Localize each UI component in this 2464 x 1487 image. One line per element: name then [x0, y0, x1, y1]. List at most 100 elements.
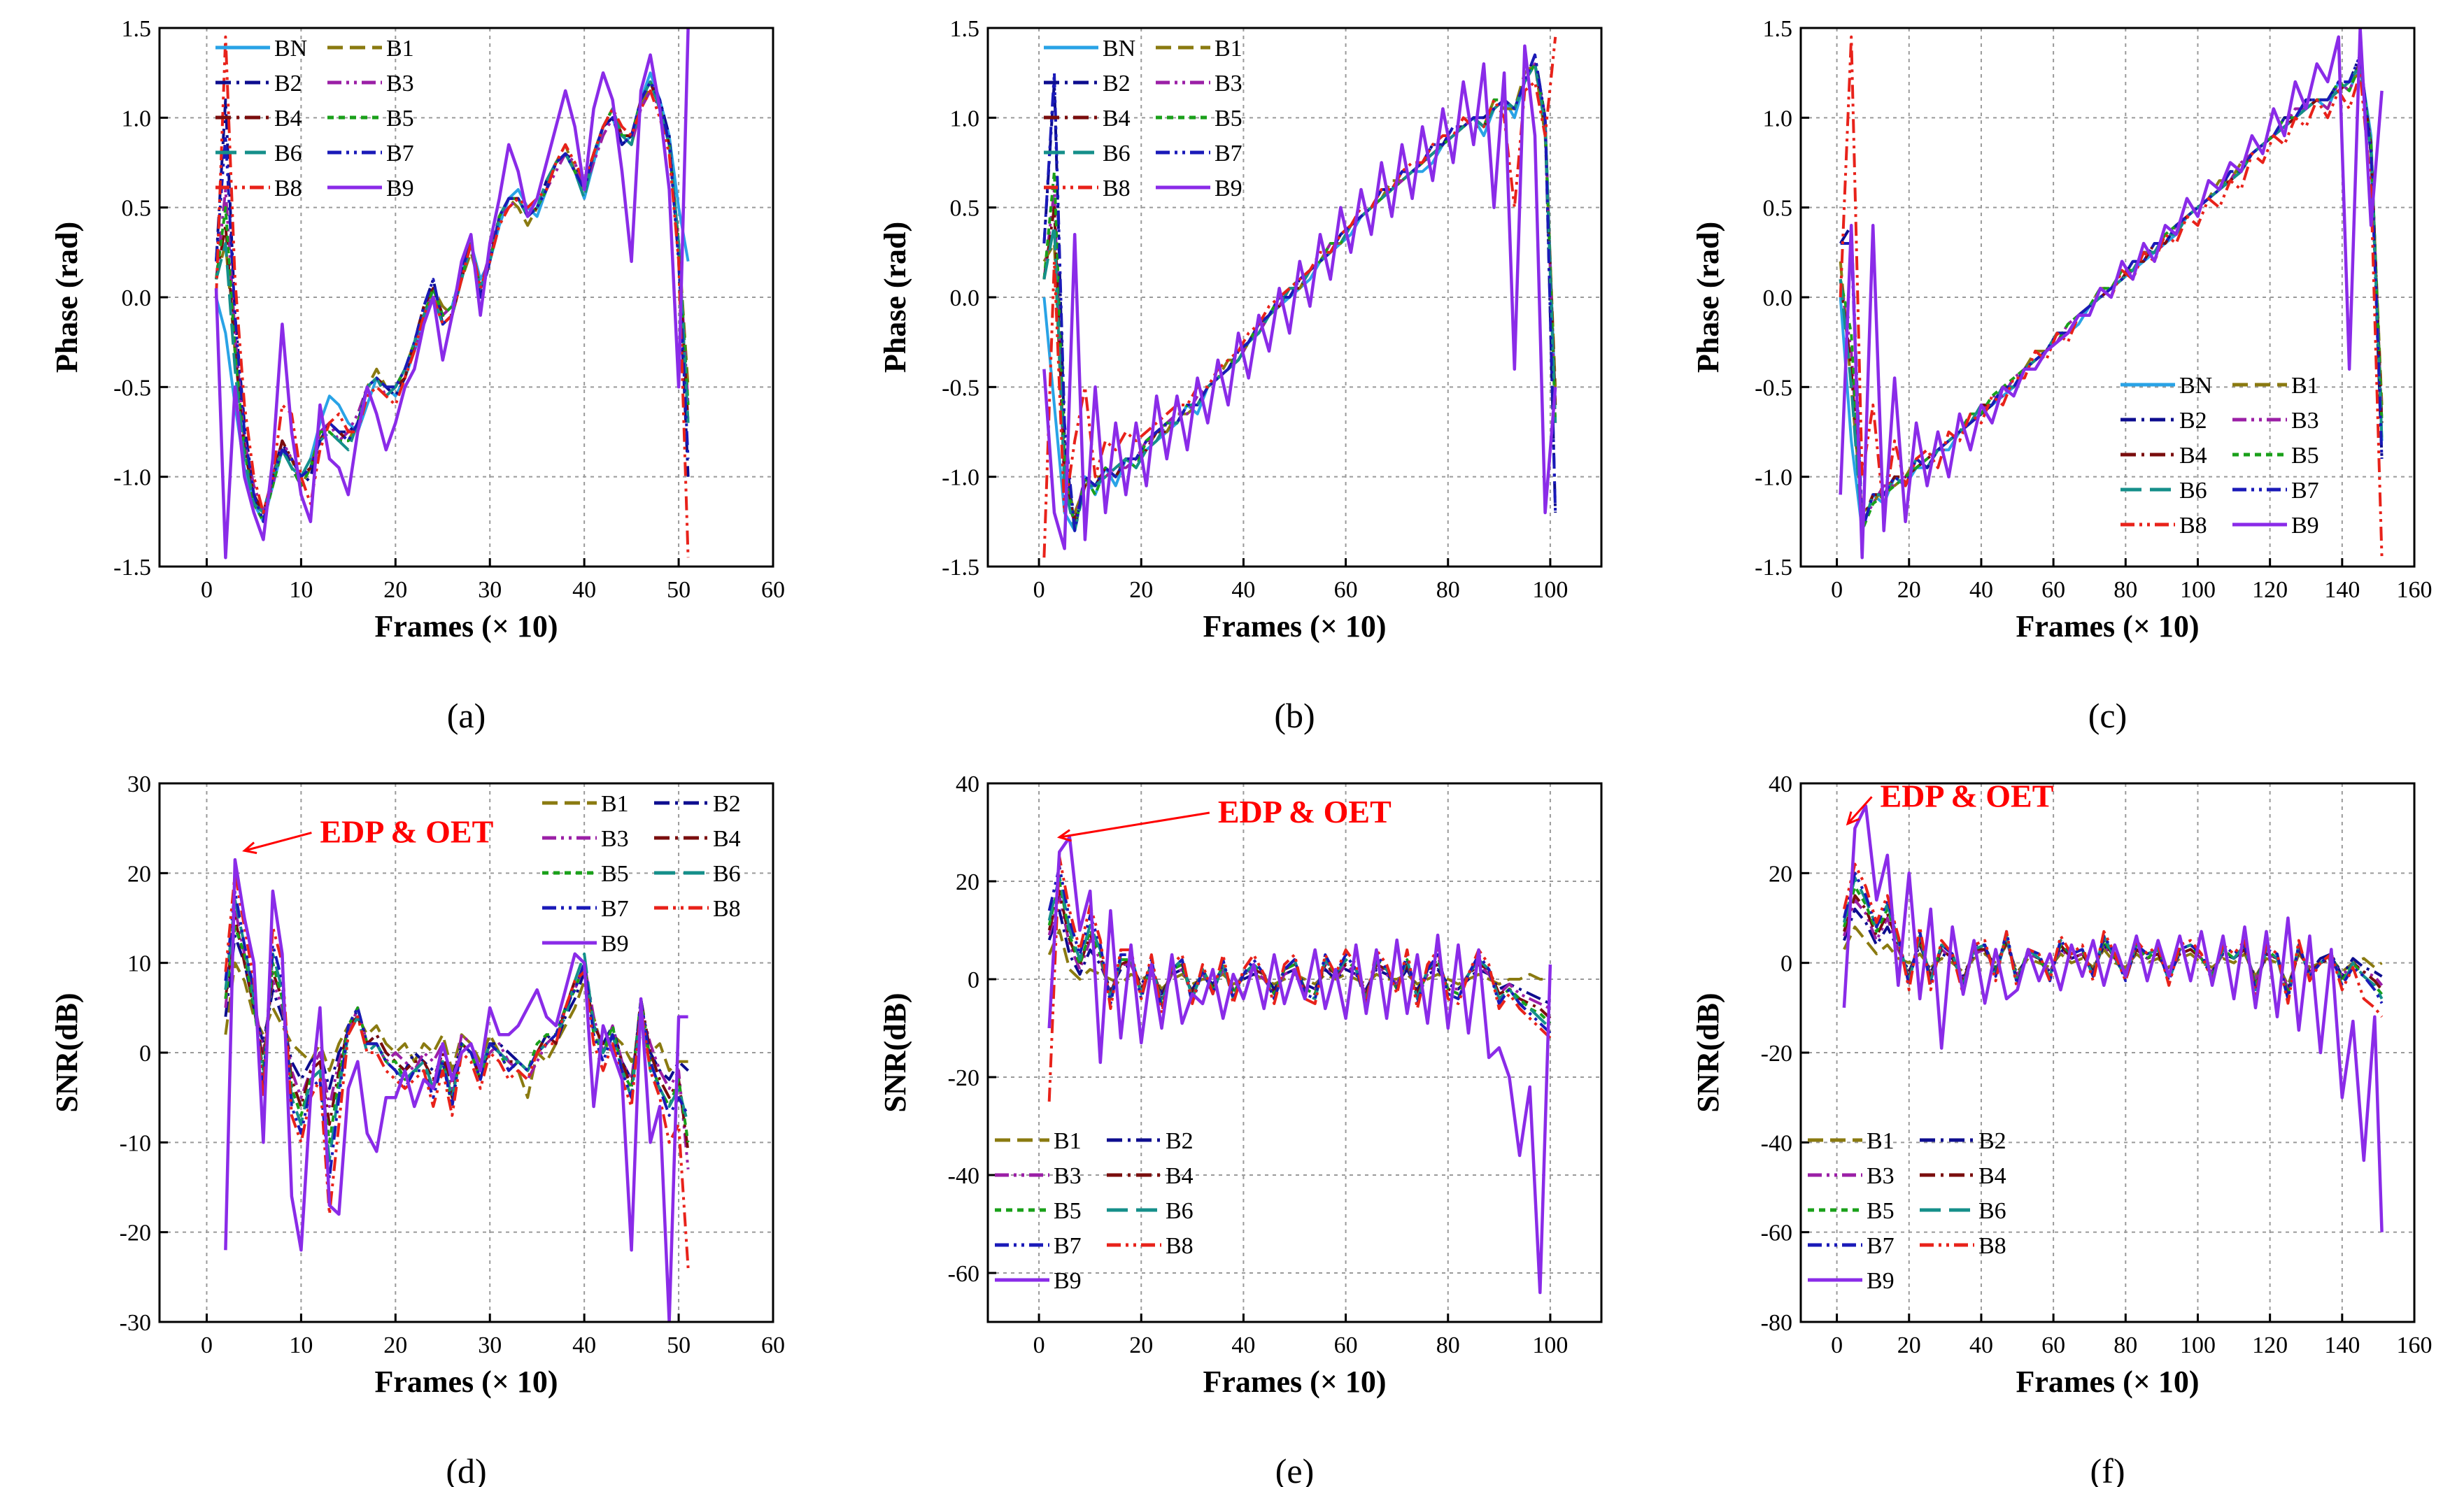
x-tick-label: 0: [1831, 1332, 1843, 1358]
legend-label-b7: B7: [1867, 1233, 1895, 1259]
y-tick-label: 1.0: [122, 106, 152, 131]
legend-label-b1: B1: [1215, 36, 1242, 62]
y-tick-label: 40: [1769, 771, 1792, 797]
legend-label-b7: B7: [1054, 1233, 1082, 1259]
annotation-arrow: [1059, 811, 1210, 839]
x-axis-title: Frames (× 10): [1203, 609, 1386, 643]
legend-label-b6: B6: [1103, 141, 1131, 166]
legend-label-bn: BN: [274, 36, 307, 62]
legend: BN B1 B2 B3 B4 B5 B6 B7 B8 B9: [215, 36, 414, 201]
x-tick-label: 20: [383, 577, 407, 603]
y-axis-title: SNR(dB): [878, 992, 912, 1112]
x-tick-label: 100: [1532, 1332, 1568, 1358]
x-tick-label: 60: [761, 577, 785, 603]
legend-label-b4: B4: [1166, 1163, 1194, 1189]
panel-caption: (d): [446, 1451, 486, 1487]
y-tick-label: -10: [120, 1130, 151, 1156]
panel-caption: (f): [2090, 1451, 2125, 1487]
panel-b: 0 20 40 60 80 100 -1.5 -1.0 -0.5 0.0 0.5 1.0 1.5 Fram…: [878, 16, 1603, 735]
series-line-b9: [1047, 835, 1552, 1295]
y-tick-label: 0: [1780, 951, 1792, 977]
x-tick-label: 120: [2252, 1332, 2288, 1358]
x-tick-label: 30: [478, 577, 502, 603]
x-tick-label: 60: [1334, 577, 1358, 603]
y-tick-label: -20: [120, 1221, 151, 1246]
y-tick-label: 1.0: [1763, 106, 1793, 131]
panel-caption: (c): [2088, 696, 2127, 735]
legend-label-b6: B6: [2179, 478, 2207, 504]
series-line-b7: [224, 890, 690, 1180]
y-tick-label: -60: [1761, 1221, 1792, 1246]
legend-label-b9: B9: [1215, 176, 1242, 201]
x-tick-label: 80: [2113, 577, 2137, 603]
panel-caption: (e): [1275, 1451, 1315, 1487]
legend-label-b8: B8: [274, 176, 302, 201]
y-tick-label: -30: [120, 1310, 151, 1336]
series-group: [1042, 36, 1557, 558]
panel-caption: (a): [447, 696, 486, 735]
legend-label-b3: B3: [386, 71, 414, 97]
legend-label-b1: B1: [1867, 1128, 1895, 1154]
y-tick-label: 20: [1769, 861, 1792, 887]
legend-label-b9: B9: [2291, 513, 2319, 539]
y-tick-label: 1.0: [950, 106, 980, 131]
legend-label-b5: B5: [601, 861, 629, 887]
x-tick-label: 20: [1897, 577, 1921, 603]
x-tick-label: 120: [2252, 577, 2288, 603]
legend-label-b1: B1: [2291, 373, 2319, 399]
legend-label-b2: B2: [1103, 71, 1131, 97]
legend-label-b2: B2: [2179, 408, 2207, 434]
y-tick-label: 0.0: [950, 285, 980, 311]
y-tick-label: 0: [139, 1041, 151, 1067]
y-tick-label: 1.5: [950, 16, 980, 42]
series-line-b9: [1042, 44, 1557, 550]
series-group: [224, 858, 690, 1322]
series-line-b5: [224, 925, 690, 1144]
legend: B1 B2 B3 B4 B5 B6 B7 B8 B9: [1808, 1128, 2006, 1294]
x-tick-label: 10: [289, 577, 313, 603]
legend: B1 B2 B3 B4 B5 B6 B7 B8 B9: [542, 791, 741, 957]
legend-label-b3: B3: [2291, 408, 2319, 434]
legend-label-b9: B9: [1867, 1268, 1895, 1294]
panel-f: 0 20 40 60 80 100 120 140 160 -80 -60 -40 -20 0 20 40 Fr…: [1691, 771, 2433, 1487]
legend: BN B1 B2 B3 B4 B5 B6 B7 B8 B9: [1044, 36, 1242, 201]
series-line-b9: [214, 28, 690, 560]
y-tick-label: -80: [1761, 1310, 1792, 1336]
y-axis-title: Phase (rad): [878, 222, 912, 373]
legend-label-b6: B6: [1166, 1198, 1194, 1224]
y-tick-label: 0: [968, 967, 979, 993]
x-tick-label: 0: [1033, 577, 1045, 603]
annotation-arrow: [244, 832, 312, 852]
y-tick-label: 20: [127, 861, 151, 887]
x-tick-label: 80: [1436, 1332, 1460, 1358]
legend-label-b5: B5: [1054, 1198, 1082, 1224]
series-line-b2: [215, 80, 690, 523]
y-tick-label: -1.0: [113, 465, 151, 491]
series-group: [1839, 28, 2384, 560]
legend-label-b8: B8: [713, 896, 741, 922]
legend-label-b8: B8: [1103, 176, 1131, 201]
series-line-b9: [224, 858, 688, 1322]
series-line-b9: [1839, 28, 2384, 560]
x-tick-label: 40: [1231, 1332, 1255, 1358]
x-tick-label: 100: [2180, 1332, 2216, 1358]
legend-label-b5: B5: [1215, 106, 1242, 131]
x-tick-label: 60: [1334, 1332, 1358, 1358]
annotation-arrow: [1846, 796, 1873, 825]
x-tick-label: 0: [1033, 1332, 1045, 1358]
legend-label-b3: B3: [1215, 71, 1242, 97]
panel-d: 0 10 20 30 40 50 60 -30 -20 -10 0 10 20 30 Frames (× 1…: [50, 771, 785, 1487]
y-tick-label: -1.5: [113, 555, 151, 581]
panel-c: 0 20 40 60 80 100 120 140 160 -1.5 -1.0 -0.5 0.0 0.5 1…: [1691, 16, 2433, 735]
legend-label-b7: B7: [386, 141, 414, 166]
series-line-b9: [1842, 804, 2384, 1232]
y-tick-label: 0.5: [122, 196, 152, 222]
legend-label-b7: B7: [2291, 478, 2319, 504]
legend-label-b4: B4: [713, 826, 741, 852]
y-tick-label: -1.0: [942, 465, 979, 491]
y-tick-label: 0.5: [950, 196, 980, 222]
plot-frame: [158, 782, 774, 1323]
y-axis-title: Phase (rad): [1691, 222, 1725, 373]
x-tick-label: 20: [1897, 1332, 1921, 1358]
legend-label-b2: B2: [274, 71, 302, 97]
